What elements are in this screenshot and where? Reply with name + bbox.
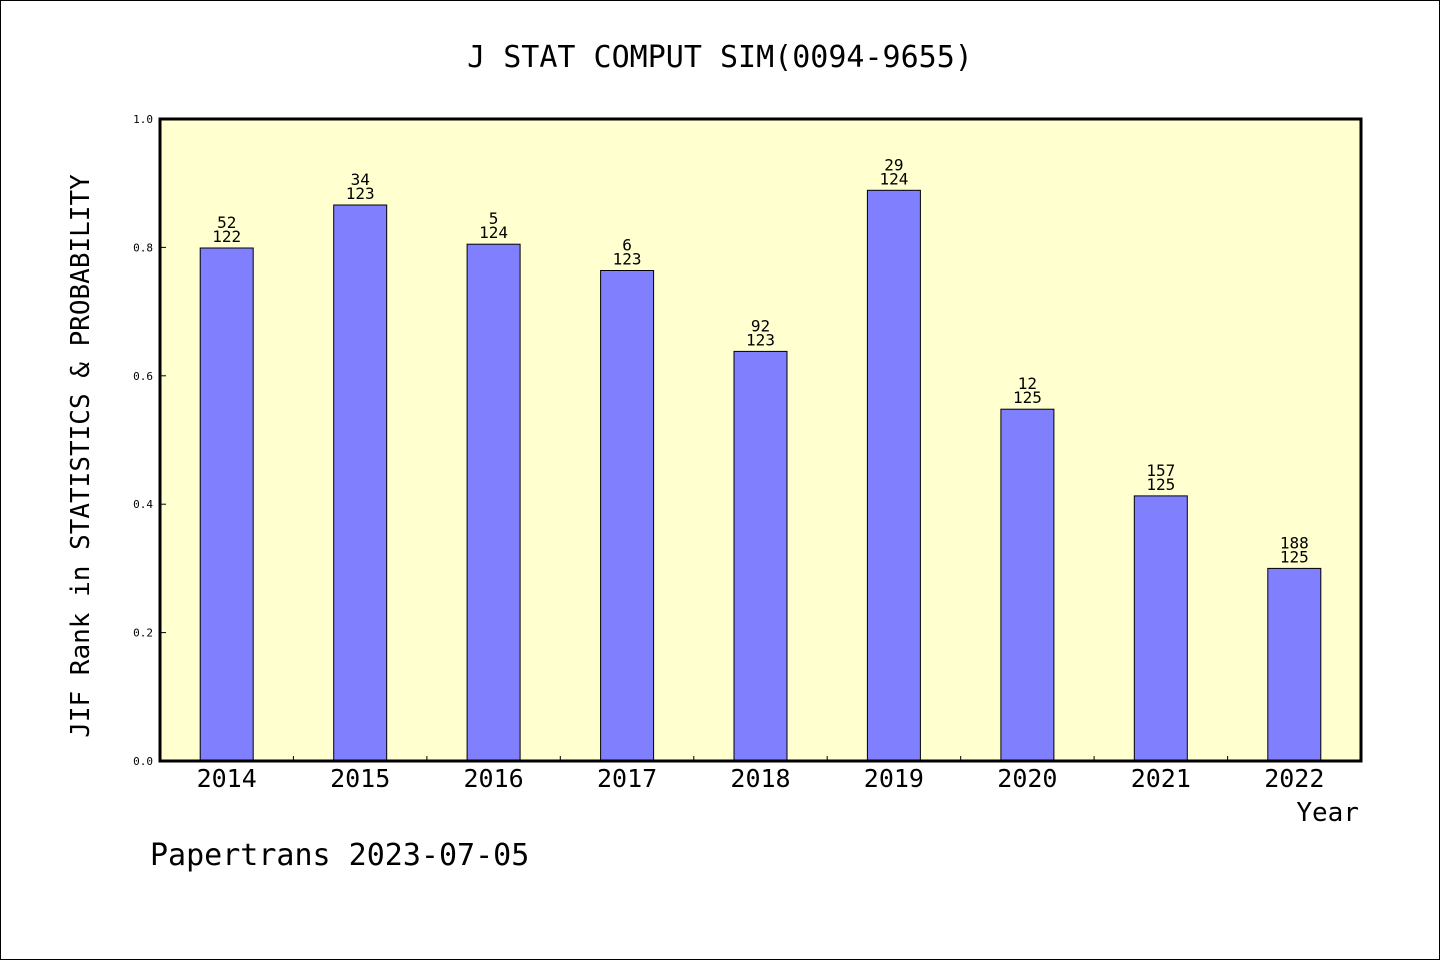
y-tick-label-0.4: 0.4 (133, 498, 153, 511)
bar-label-rank-2015: 34 (351, 170, 370, 189)
bar-label-total-2014: 122 (212, 227, 241, 246)
bar-2019 (866, 189, 921, 762)
bar-label-total-2019: 124 (879, 169, 908, 188)
x-tick-label-2018: 2018 (730, 764, 790, 793)
y-tick-label-1.0: 1.0 (133, 113, 153, 126)
x-tick-label-2015: 2015 (330, 764, 390, 793)
bar-label-rank-2016: 5 (489, 209, 499, 228)
bar-label-total-2016: 124 (479, 223, 508, 242)
bar-2017 (600, 270, 655, 762)
bar-label-rank-2021: 157 (1146, 461, 1175, 480)
x-tick-label-2019: 2019 (864, 764, 924, 793)
bar-2021 (1133, 495, 1188, 762)
y-tick-label-0.0: 0.0 (133, 755, 153, 768)
y-tick-label-0.2: 0.2 (133, 627, 153, 640)
bar-label-rank-2014: 52 (217, 213, 236, 232)
bar-2016 (466, 243, 521, 762)
bar-2022 (1267, 567, 1322, 762)
y-axis-label: JIF Rank in STATISTICS & PROBABILITY (66, 174, 96, 738)
x-tick-label-2016: 2016 (463, 764, 523, 793)
chart-title: J STAT COMPUT SIM(0094-9655) (467, 40, 973, 75)
footer-text: Papertrans 2023-07-05 (150, 838, 529, 873)
bar-label-total-2017: 123 (613, 250, 642, 269)
plot-frame (158, 117, 1363, 763)
bar-label-rank-2018: 92 (751, 316, 770, 335)
bar-label-total-2022: 125 (1280, 547, 1309, 566)
x-axis-label: Year (1296, 798, 1359, 828)
x-tick-label-2021: 2021 (1131, 764, 1191, 793)
bar-2015 (333, 204, 388, 762)
x-tick-label-2017: 2017 (597, 764, 657, 793)
bar-label-rank-2017: 6 (622, 236, 632, 255)
bar-label-total-2021: 125 (1146, 475, 1175, 494)
bar-label-total-2020: 125 (1013, 388, 1042, 407)
bar-2018 (733, 350, 788, 762)
bars-group: 5212234123512461239212329124121251571251… (199, 155, 1322, 762)
x-tick-label-2022: 2022 (1264, 764, 1324, 793)
bar-2020 (1000, 408, 1055, 762)
bar-label-rank-2020: 12 (1018, 374, 1037, 393)
x-tick-label-2014: 2014 (197, 764, 257, 793)
y-tick-label-0.8: 0.8 (133, 241, 153, 254)
bar-label-total-2018: 123 (746, 330, 775, 349)
bar-2014 (199, 247, 254, 762)
x-axis-ticks: 2014 2015 2016 2017 2018 2019 2020 2021 2022 (197, 756, 1324, 793)
y-tick-label-0.6: 0.6 (133, 370, 153, 383)
x-tick-label-2020: 2020 (997, 764, 1057, 793)
bar-label-rank-2019: 29 (884, 155, 903, 174)
bar-label-rank-2022: 188 (1280, 533, 1309, 552)
bar-label-total-2015: 123 (346, 184, 375, 203)
